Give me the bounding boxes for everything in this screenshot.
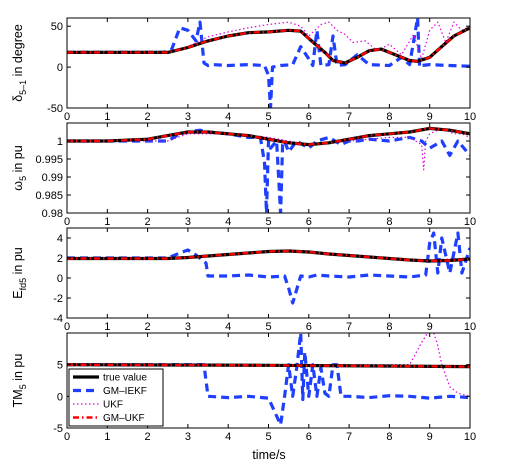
x-tick-label: 0 — [64, 321, 70, 333]
x-tick-label: 5 — [265, 216, 271, 228]
y-tick-label: 0.995 — [35, 154, 63, 166]
x-tick-label: 1 — [104, 216, 110, 228]
series-iekf-panel-1 — [67, 18, 470, 108]
y-axis-label-panel-3: Efd5 in pu — [11, 247, 28, 298]
y-tick-label: -2 — [53, 293, 63, 305]
legend-entry-gmukf: GM–UKF — [103, 413, 145, 424]
x-tick-label: 6 — [306, 431, 312, 443]
series-true-panel-3 — [67, 249, 470, 263]
x-tick-label: 4 — [225, 321, 231, 333]
x-tick-label: 7 — [346, 111, 352, 123]
x-tick-label: 3 — [185, 321, 191, 333]
x-tick-label: 7 — [346, 216, 352, 228]
x-tick-label: 0 — [64, 431, 70, 443]
x-tick-label: 4 — [225, 431, 231, 443]
y-tick-label: 5 — [57, 360, 63, 372]
y-tick-label: -50 — [47, 103, 63, 115]
x-tick-label: 10 — [464, 321, 476, 333]
x-tick-label: 2 — [145, 111, 151, 123]
x-tick-label: 10 — [464, 111, 476, 123]
series-iekf-panel-3 — [67, 231, 470, 305]
x-tick-label: 1 — [104, 321, 110, 333]
legend-entry-true: true value — [103, 373, 147, 384]
x-tick-label: 10 — [464, 431, 476, 443]
x-tick-label: 6 — [306, 216, 312, 228]
y-tick-label: 0 — [57, 62, 63, 74]
x-tick-label: 8 — [386, 216, 392, 228]
series-ukf-panel-4 — [67, 333, 470, 397]
x-tick-label: 0 — [64, 216, 70, 228]
x-tick-label: 4 — [225, 111, 231, 123]
y-tick-label: 0.985 — [35, 190, 63, 202]
plot-frame-panel-3 — [66, 227, 471, 319]
x-tick-label: 8 — [386, 111, 392, 123]
x-tick-label: 3 — [185, 431, 191, 443]
y-tick-label: 50 — [51, 21, 63, 33]
x-tick-label: 10 — [464, 216, 476, 228]
x-tick-label: 9 — [427, 431, 433, 443]
legend-entry-iekf: GM–IEKF — [103, 386, 147, 397]
y-tick-label: -5 — [53, 423, 63, 435]
x-tick-label: 2 — [145, 321, 151, 333]
x-axis-label: time/s — [252, 448, 285, 462]
x-tick-label: 7 — [346, 431, 352, 443]
x-tick-label: 4 — [225, 216, 231, 228]
x-tick-label: 1 — [104, 431, 110, 443]
series-ukf-panel-2 — [67, 129, 470, 171]
x-tick-label: 2 — [145, 431, 151, 443]
y-axis-label-panel-2: ω5 in pu — [11, 145, 28, 190]
x-tick-label: 7 — [346, 321, 352, 333]
x-tick-label: 6 — [306, 111, 312, 123]
series-ukf-panel-1 — [67, 21, 470, 60]
y-tick-label: -4 — [53, 313, 63, 325]
x-tick-label: 1 — [104, 111, 110, 123]
y-tick-label: 0.99 — [42, 172, 63, 184]
legend-entry-ukf: UKF — [103, 400, 123, 411]
x-tick-label: 5 — [265, 321, 271, 333]
y-tick-label: 0 — [57, 391, 63, 403]
x-tick-label: 5 — [265, 111, 271, 123]
y-axis-label-panel-1: δ5–1 in degree — [11, 24, 28, 102]
series-iekf-panel-4 — [67, 333, 470, 427]
y-tick-label: 0.98 — [42, 208, 63, 220]
series-true-panel-2 — [67, 126, 470, 147]
x-tick-label: 8 — [386, 431, 392, 443]
x-tick-label: 5 — [265, 431, 271, 443]
x-tick-label: 0 — [64, 111, 70, 123]
x-tick-label: 2 — [145, 216, 151, 228]
series-iekf-panel-2 — [67, 128, 470, 213]
x-tick-label: 3 — [185, 111, 191, 123]
series-true-panel-4 — [67, 363, 470, 369]
x-tick-label: 8 — [386, 321, 392, 333]
x-tick-label: 9 — [427, 111, 433, 123]
y-tick-label: 0 — [57, 273, 63, 285]
series-gmukf-panel-1 — [67, 26, 470, 65]
x-tick-label: 9 — [427, 216, 433, 228]
y-axis-label-panel-4: TM5 in pu — [11, 354, 28, 408]
x-tick-label: 6 — [306, 321, 312, 333]
y-tick-label: 4 — [57, 233, 63, 245]
y-tick-label: 2 — [57, 253, 63, 265]
y-tick-label: 1 — [57, 136, 63, 148]
x-tick-label: 9 — [427, 321, 433, 333]
x-tick-label: 3 — [185, 216, 191, 228]
